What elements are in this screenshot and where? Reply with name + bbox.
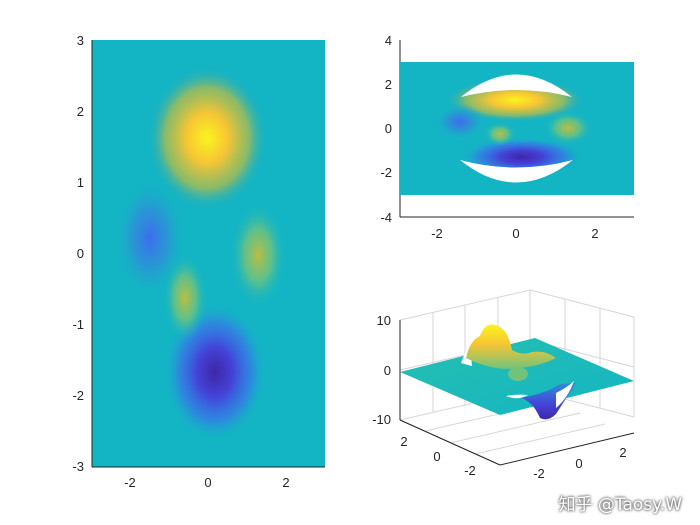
left-y-tick-label: -3 [72,459,84,474]
br-y-tick-label: 2 [400,434,407,449]
tr-x-tick-label: -2 [431,226,443,241]
top-right-clipped-map: -2 0 2 4 2 0 -2 -4 [380,33,634,241]
tr-minor-trough-blob [434,104,486,140]
br-y-tick-label: 0 [433,449,440,464]
tr-minor-blob-center [484,122,516,146]
tr-y-tick-label: 2 [385,77,392,92]
br-z-tick-label: 10 [377,313,391,328]
bottom-right-3d-surface: 10 0 -10 2 0 -2 -2 0 2 [372,289,635,481]
left-x-tick-label: 0 [204,475,211,490]
left-x-tick-label: 2 [282,475,289,490]
tr-y-tick-label: -4 [380,210,392,225]
left-y-tick-label: 1 [77,175,84,190]
tr-y-tick-label: 4 [385,33,392,48]
br-z-tick-label: 0 [384,363,391,378]
br-axis-ticks: 10 0 -10 2 0 -2 -2 0 2 [372,313,626,481]
br-x-tick-label: -2 [533,466,545,481]
tr-y-tick-label: -2 [380,165,392,180]
br-axis-line-y [399,419,501,466]
tr-field [434,74,592,183]
br-surface-hill [466,324,556,369]
tr-minor-peak-blob [544,111,592,145]
left-y-tick-label: -2 [72,388,84,403]
tr-hole-bottom [460,160,573,183]
left-minor-trough-blob [114,178,186,298]
left-heatmap-plot: -2 0 2 3 2 1 0 -1 -2 -3 [72,33,325,490]
left-axis-ticks: -2 0 2 3 2 1 0 -1 -2 -3 [72,33,289,490]
tr-y-tick-label: 0 [385,121,392,136]
br-hole-bottom [506,394,528,399]
br-x-tick-label: 2 [619,445,626,460]
tr-x-tick-label: 0 [512,226,519,241]
tr-axis-ticks: -2 0 2 4 2 0 -2 -4 [380,33,598,241]
tr-hole-top [461,74,572,97]
left-minor-peak-blob-center [163,254,207,342]
br-x-tick-label: 0 [575,456,582,471]
br-y-tick-label: -2 [464,463,476,478]
left-y-tick-label: 0 [77,246,84,261]
left-y-tick-label: 2 [77,104,84,119]
left-peak-blob [147,66,267,210]
left-minor-peak-blob-right [230,203,286,307]
br-hole-right [556,381,574,408]
tr-x-tick-label: 2 [591,226,598,241]
left-y-tick-label: -1 [72,317,84,332]
left-y-tick-label: 3 [77,33,84,48]
left-x-tick-label: -2 [124,475,136,490]
br-axis-line-x [499,432,635,466]
watermark-text: 知乎 @Taosy.W [558,495,683,515]
left-heatmap-field [114,66,286,442]
br-surface-bump [508,367,528,381]
br-z-tick-label: -10 [372,412,391,427]
